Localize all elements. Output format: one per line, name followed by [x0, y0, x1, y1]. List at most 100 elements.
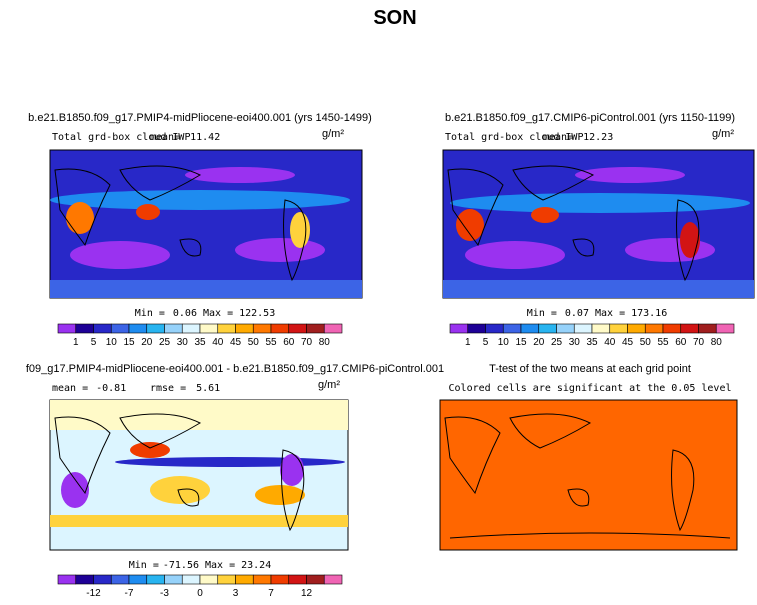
colorbar-box — [57, 323, 77, 334]
colorbar-label: 3 — [233, 588, 239, 599]
colorbar-label: 1 — [465, 337, 471, 348]
colorbar-box — [164, 574, 183, 585]
stat-label: mean = — [52, 383, 88, 394]
colorbar-box — [217, 574, 236, 585]
colorbar-label: 5 — [483, 337, 489, 348]
variable-label: Total grd-box cloud IWP — [445, 132, 583, 143]
colorbar-box — [556, 323, 575, 334]
colorbar-box — [252, 574, 272, 585]
colorbar-box — [323, 574, 343, 585]
stat-label: Min = — [129, 560, 159, 571]
colorbar-label: 25 — [551, 337, 563, 348]
map — [442, 149, 755, 299]
colorbar-box — [146, 574, 165, 585]
units: g/m² — [712, 128, 734, 140]
colorbar-box — [306, 323, 325, 334]
stat-label: Max = — [595, 308, 625, 319]
colorbar-label: 45 — [230, 337, 242, 348]
stat-label: mean= — [543, 132, 573, 143]
figure-title: SON — [373, 7, 416, 29]
colorbar-box — [164, 323, 183, 334]
colorbar-box — [57, 574, 77, 585]
colorbar-box — [591, 323, 611, 334]
rmse-stat: rmse = 5.61 — [150, 383, 220, 394]
mean-stat: mean = -0.81 — [52, 383, 126, 394]
colorbar-box — [573, 323, 593, 334]
colorbar-box — [449, 323, 469, 334]
colorbar-label: -3 — [160, 588, 169, 599]
stat-label: Min = — [527, 308, 557, 319]
colorbar-label: 20 — [141, 337, 153, 348]
stat-value: 173.16 — [631, 308, 667, 319]
colorbar-box — [110, 323, 130, 334]
colorbar-label: 25 — [159, 337, 171, 348]
colorbar-box — [662, 323, 682, 334]
colorbar-box — [288, 323, 307, 334]
panel-title: b.e21.B1850.f09_g17.CMIP6-piControl.001 … — [445, 112, 735, 124]
colorbar-label: 10 — [106, 337, 118, 348]
stat-value: -0.81 — [96, 383, 126, 394]
panel-title: b.e21.B1850.f09_g17.PMIP4-midPliocene-eo… — [28, 112, 372, 124]
mean-stat: mean= 11.42 — [150, 132, 220, 143]
colorbar-label: 40 — [212, 337, 224, 348]
colorbar-label: 30 — [569, 337, 581, 348]
colorbar-label: 12 — [301, 588, 313, 599]
colorbar-box — [128, 323, 148, 334]
panel-title: f09_g17.PMIP4-midPliocene-eoi400.001 - b… — [26, 363, 444, 375]
stat-label: mean= — [150, 132, 180, 143]
colorbar-label: 0 — [197, 588, 203, 599]
colorbar-box — [467, 323, 486, 334]
min-max: Min = -71.56 Max = 23.24 — [129, 560, 271, 571]
min-max: Min = 0.07 Max = 173.16 — [527, 308, 667, 319]
map — [49, 399, 349, 551]
colorbar-label: 60 — [283, 337, 295, 348]
colorbar-label: 1 — [73, 337, 79, 348]
colorbar-box — [235, 574, 254, 585]
colorbar-label: 10 — [498, 337, 510, 348]
colorbar-label: 5 — [91, 337, 97, 348]
colorbar-box — [644, 323, 664, 334]
colorbar-label: 70 — [693, 337, 705, 348]
stat-value: 12.23 — [583, 132, 613, 143]
colorbar-label: 15 — [123, 337, 135, 348]
colorbar-label: 80 — [319, 337, 331, 348]
colorbar-box — [485, 323, 504, 334]
colorbar-box — [502, 323, 522, 334]
colorbar-label: 80 — [711, 337, 723, 348]
colorbar-box — [698, 323, 717, 334]
panel-title: T-test of the two means at each grid poi… — [489, 363, 691, 375]
colorbar-box — [75, 323, 94, 334]
colorbar-box — [288, 574, 307, 585]
colorbar-box — [270, 323, 290, 334]
panel-subtitle: Colored cells are significant at the 0.0… — [449, 383, 732, 394]
colorbar-box — [93, 323, 112, 334]
colorbar-box — [715, 323, 735, 334]
colorbar-box — [217, 323, 236, 334]
colorbar-box — [181, 574, 201, 585]
stat-label: Max = — [203, 308, 233, 319]
colorbar-box — [252, 323, 272, 334]
colorbar-box — [520, 323, 540, 334]
stat-label: Max = — [205, 560, 235, 571]
colorbar-label: 40 — [604, 337, 616, 348]
units: g/m² — [318, 379, 340, 391]
colorbar-box — [110, 574, 130, 585]
colorbar-box — [235, 323, 254, 334]
map — [439, 399, 738, 551]
colorbar-label: 55 — [265, 337, 277, 348]
colorbar-label: 15 — [515, 337, 527, 348]
stat-value: -71.56 — [163, 560, 199, 571]
variable-label: Total grd-box cloud IWP — [52, 132, 190, 143]
colorbar-label: -12 — [86, 588, 101, 599]
colorbar-label: 35 — [194, 337, 206, 348]
colorbar-label: 50 — [640, 337, 652, 348]
colorbar-box — [181, 323, 201, 334]
colorbar-box — [75, 574, 94, 585]
colorbar-label: 70 — [301, 337, 313, 348]
stat-value: 122.53 — [239, 308, 275, 319]
colorbar-box — [323, 323, 343, 334]
stat-value: 11.42 — [190, 132, 220, 143]
colorbar-label: -7 — [125, 588, 134, 599]
mean-stat: mean= 12.23 — [543, 132, 613, 143]
stat-label: Min = — [135, 308, 165, 319]
